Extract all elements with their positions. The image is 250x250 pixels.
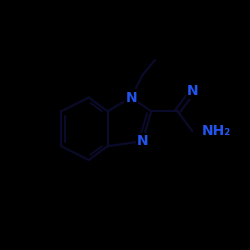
Text: N: N <box>137 134 148 148</box>
Text: N: N <box>187 84 198 98</box>
Text: N: N <box>126 90 137 104</box>
Text: NH₂: NH₂ <box>201 124 230 138</box>
